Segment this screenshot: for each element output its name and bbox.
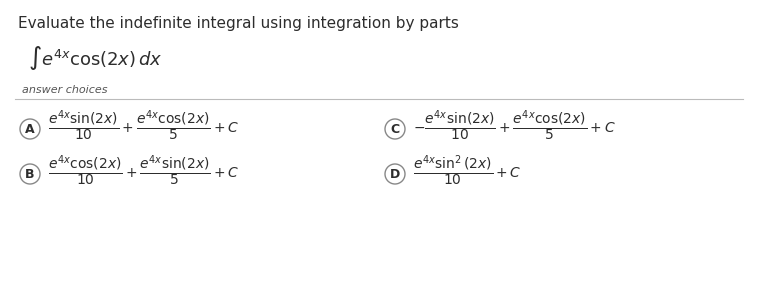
Text: B: B [25,168,35,181]
Text: $\int e^{4x} \cos(2x)\, dx$: $\int e^{4x} \cos(2x)\, dx$ [28,44,163,72]
Text: Evaluate the indefinite integral using integration by parts: Evaluate the indefinite integral using i… [18,16,459,31]
Text: D: D [390,168,400,181]
Text: A: A [25,122,35,135]
Text: C: C [390,122,399,135]
Text: $\dfrac{e^{4x} \sin(2x)}{10} + \dfrac{e^{4x} \cos(2x)}{5} + C$: $\dfrac{e^{4x} \sin(2x)}{10} + \dfrac{e^… [48,108,240,143]
Text: $\dfrac{e^{4x} \cos(2x)}{10} + \dfrac{e^{4x} \sin(2x)}{5} + C$: $\dfrac{e^{4x} \cos(2x)}{10} + \dfrac{e^… [48,154,240,189]
Text: answer choices: answer choices [22,85,108,95]
Text: $\dfrac{e^{4x} \sin^2(2x)}{10} + C$: $\dfrac{e^{4x} \sin^2(2x)}{10} + C$ [413,154,522,189]
Text: $-\dfrac{e^{4x} \sin(2x)}{10} + \dfrac{e^{4x} \cos(2x)}{5} + C$: $-\dfrac{e^{4x} \sin(2x)}{10} + \dfrac{e… [413,108,615,143]
